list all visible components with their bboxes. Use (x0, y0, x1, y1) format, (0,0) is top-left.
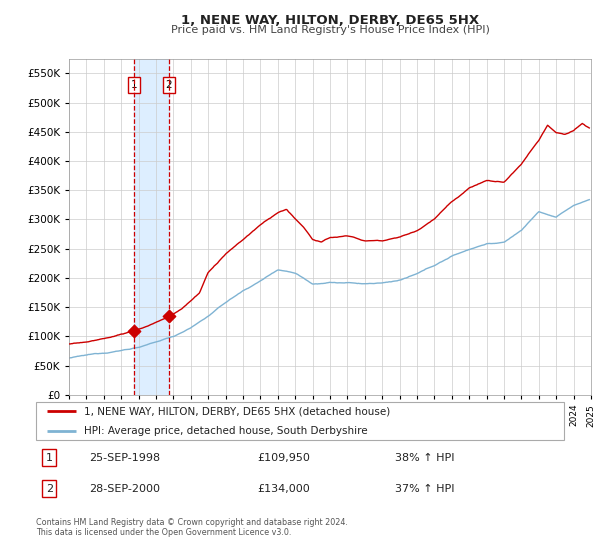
Text: £109,950: £109,950 (258, 453, 311, 463)
Text: 28-SEP-2000: 28-SEP-2000 (89, 484, 160, 493)
FancyBboxPatch shape (36, 402, 564, 440)
Text: 1, NENE WAY, HILTON, DERBY, DE65 5HX (detached house): 1, NENE WAY, HILTON, DERBY, DE65 5HX (de… (83, 406, 390, 416)
Text: 37% ↑ HPI: 37% ↑ HPI (395, 484, 455, 493)
Bar (134, 59, 169, 395)
Text: Contains HM Land Registry data © Crown copyright and database right 2024.: Contains HM Land Registry data © Crown c… (36, 518, 348, 527)
Point (129, 326, 139, 335)
Text: This data is licensed under the Open Government Licence v3.0.: This data is licensed under the Open Gov… (36, 528, 292, 536)
Text: 2: 2 (166, 80, 172, 90)
Text: HPI: Average price, detached house, South Derbyshire: HPI: Average price, detached house, Sout… (83, 426, 367, 436)
Text: £134,000: £134,000 (258, 484, 311, 493)
Point (164, 312, 173, 321)
Text: 25-SEP-1998: 25-SEP-1998 (89, 453, 160, 463)
Text: 1, NENE WAY, HILTON, DERBY, DE65 5HX: 1, NENE WAY, HILTON, DERBY, DE65 5HX (181, 14, 479, 27)
Text: 1: 1 (46, 453, 53, 463)
Text: 38% ↑ HPI: 38% ↑ HPI (395, 453, 455, 463)
Text: 2: 2 (46, 484, 53, 493)
Text: 1: 1 (131, 80, 137, 90)
Text: Price paid vs. HM Land Registry's House Price Index (HPI): Price paid vs. HM Land Registry's House … (170, 25, 490, 35)
